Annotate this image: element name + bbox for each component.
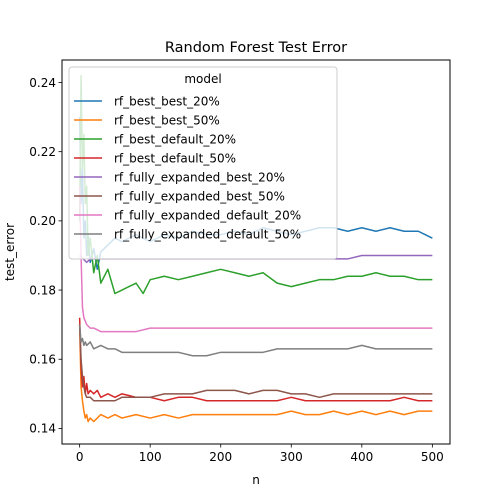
series-line-8	[78, 324, 433, 357]
legend-label: rf_fully_expanded_default_20%	[114, 208, 301, 222]
legend-title: model	[184, 72, 221, 86]
x-tick-label: 100	[139, 450, 162, 464]
chart-title: Random Forest Test Error	[165, 40, 347, 56]
x-tick-label: 500	[421, 450, 444, 464]
legend-items: rf_best_best_20% rf_best_best_50% rf_best_…	[74, 94, 301, 241]
legend-label: rf_fully_expanded_best_20%	[114, 170, 285, 184]
x-tick-label: 0	[76, 450, 84, 464]
plot-frame	[61, 59, 451, 445]
y-tick-label: 0.22	[29, 145, 56, 159]
legend-label: rf_fully_expanded_default_50%	[114, 227, 301, 241]
x-tick-label: 200	[209, 450, 232, 464]
x-tick-label: 400	[350, 450, 373, 464]
x-axis-label: n	[252, 473, 260, 487]
series-line-6	[78, 324, 433, 402]
series-line-4	[78, 317, 433, 402]
legend-box	[68, 66, 338, 260]
legend: model rf_best_best_20%rf_best_best_50%rf…	[68, 66, 338, 260]
y-tick-label: 0.24	[29, 76, 56, 90]
legend-label: rf_best_default_50%	[114, 151, 236, 165]
y-tick-label: 0.20	[29, 214, 56, 228]
legend-label: rf_best_best_50%	[114, 113, 220, 127]
y-tick-label: 0.16	[29, 353, 56, 367]
legend-label: rf_fully_expanded_best_50%	[114, 189, 285, 203]
series-line-2	[78, 324, 433, 423]
axis-ticks: 0 100 200 300 400 500 0.14 0.16 0.18 0.20 0.22 0.24	[29, 76, 444, 464]
legend-label: rf_best_default_20%	[114, 132, 236, 146]
y-tick-label: 0.18	[29, 283, 56, 297]
y-tick-label: 0.14	[29, 422, 56, 436]
x-tick-label: 300	[280, 450, 303, 464]
legend-label: rf_best_best_20%	[114, 94, 220, 108]
y-axis-label: test_error	[3, 223, 17, 281]
series-line-7	[78, 186, 433, 333]
